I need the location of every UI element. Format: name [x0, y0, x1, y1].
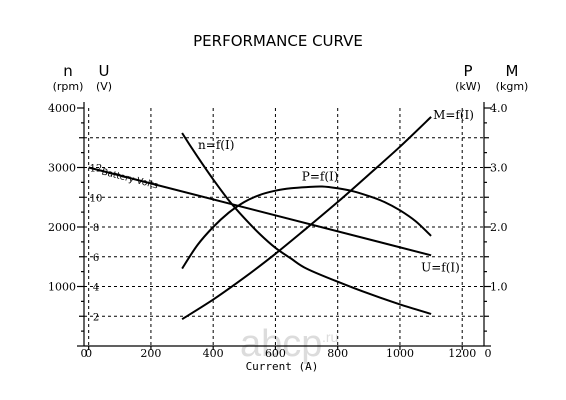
m-axis-symbol: M — [506, 62, 519, 80]
n-axis-symbol: n — [63, 62, 73, 80]
x-tick-label: 800 — [327, 347, 348, 360]
watermark: abcp — [240, 323, 322, 365]
m-tick-label: 3.0 — [490, 162, 508, 175]
u-series-label: U=f(I) — [421, 260, 460, 274]
n-series-label: n=f(I) — [198, 138, 234, 152]
u-tick-label: 10 — [90, 193, 103, 204]
n-series-line — [181, 132, 432, 315]
u-tick-label: 4 — [93, 283, 99, 294]
u-tick-label: 6 — [93, 253, 99, 264]
n-tick-label: 2000 — [48, 221, 76, 234]
grid — [84, 108, 484, 346]
m-tick-label: 4.0 — [490, 102, 508, 115]
u-tick-label: 2 — [93, 312, 99, 323]
p-series-line — [181, 185, 432, 270]
p-series-label: P=f(I) — [302, 170, 339, 184]
m-tick-label: 2.0 — [490, 221, 508, 234]
x-tick-label: 1000 — [386, 347, 414, 360]
m-axis-unit: (kgm) — [496, 80, 529, 93]
n-tick-label: 1000 — [48, 281, 76, 294]
chart-title: PERFORMANCE CURVE — [193, 32, 363, 50]
p-axis-unit: (kW) — [455, 80, 481, 93]
x-tick-label: 600 — [265, 347, 286, 360]
n-tick-label: 3000 — [48, 162, 76, 175]
u-series-line — [88, 166, 432, 257]
x-tick-label: 200 — [140, 347, 161, 360]
u-axis-unit: (V) — [96, 80, 112, 93]
x-origin-label: 0 — [81, 347, 88, 360]
n-tick-label: 4000 — [48, 102, 76, 115]
u-axis-symbol: U — [99, 62, 110, 80]
m-series-line — [181, 116, 432, 321]
series: n=f(I) P=f(I) M=f(I) U=f(I) Battery Volts — [88, 108, 474, 321]
right-origin-label: 0 — [485, 347, 492, 360]
u-tick-label: 8 — [93, 223, 99, 234]
x-axis-label: Current (A) — [246, 360, 319, 373]
x-tick-label: 0 — [85, 347, 92, 360]
watermark-suffix: .ru — [322, 329, 338, 345]
n-axis-unit: (rpm) — [53, 80, 84, 93]
m-series-label: M=f(I) — [433, 108, 474, 122]
p-axis-symbol: P — [463, 62, 472, 80]
x-tick-label: 1200 — [448, 347, 476, 360]
m-tick-label: 1.0 — [490, 281, 508, 294]
axes — [77, 102, 491, 350]
x-tick-label: 400 — [203, 347, 224, 360]
battery-volts-annotation: Battery Volts — [100, 167, 159, 191]
